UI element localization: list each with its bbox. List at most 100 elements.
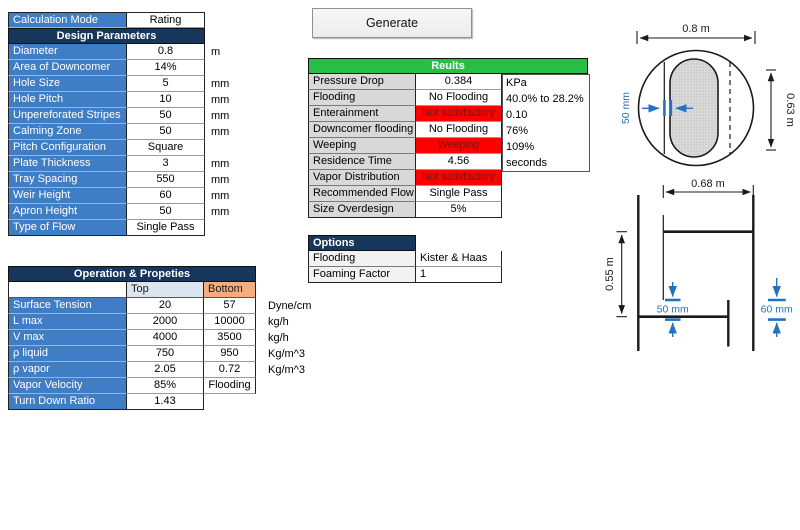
table-row: Pitch Configuration Square: [8, 140, 205, 156]
result-value-cell[interactable]: Not satisfactory: [416, 170, 502, 186]
unit-label: 40.0% to 28.2%: [506, 93, 584, 105]
value-cell-bottom[interactable]: Flooding: [204, 378, 256, 394]
table-row: Recommended Flow Single Pass: [308, 186, 502, 202]
value-cell-bottom[interactable]: 3500: [204, 330, 256, 346]
table-row: L max 2000 10000 kg/h: [8, 314, 289, 330]
table-row: Plate Thickness 3 mm: [8, 156, 229, 172]
table-row: Surface Tension 20 57 Dyne/cm: [8, 298, 311, 314]
option-value-cell[interactable]: 1: [416, 267, 502, 283]
row-label: Diameter: [8, 44, 127, 60]
value-cell-top[interactable]: 2.05: [127, 362, 204, 378]
value-cell-top[interactable]: 750: [127, 346, 204, 362]
unit-label: mm: [211, 126, 230, 138]
value-cell[interactable]: 50: [127, 204, 205, 220]
row-label: Tray Spacing: [8, 172, 127, 188]
value-cell[interactable]: 14%: [127, 60, 205, 76]
table-row: ρ vapor 2.05 0.72 Kg/m^3: [8, 362, 305, 378]
unit-label: 0.10: [506, 109, 528, 121]
value-cell-top[interactable]: 20: [127, 298, 204, 314]
unit-label: mm: [211, 158, 230, 170]
table-row: Tray Spacing 550 mm: [8, 172, 229, 188]
value-cell-bottom[interactable]: 0.72: [204, 362, 256, 378]
table-row: Downcomer flooding No Flooding: [308, 122, 502, 138]
table-row: ρ liquid 750 950 Kg/m^3: [8, 346, 305, 362]
row-label: Size Overdesign: [308, 202, 416, 218]
section-header: Design Parameters: [8, 28, 205, 44]
value-cell[interactable]: 50: [127, 108, 205, 124]
table-row: Hole Pitch 10 mm: [8, 92, 229, 108]
unit-label: mm: [211, 190, 230, 202]
table-row: V max 4000 3500 kg/h: [8, 330, 289, 346]
table-row: Enterainment Not satisfactory: [308, 106, 502, 122]
value-cell-top[interactable]: 85%: [127, 378, 204, 394]
result-value-cell[interactable]: Not satisfactory: [416, 106, 502, 122]
option-value-cell[interactable]: Kister & Haas: [416, 251, 502, 267]
active-length-dimension-label: 0.68 m: [691, 178, 725, 190]
result-value-cell[interactable]: 4.56: [416, 154, 502, 170]
operation-properties-table: Operation & Propeties Top Bottom Surface T…: [8, 266, 311, 410]
unit-label: mm: [211, 94, 230, 106]
design-parameters-table: Calculation Mode Rating Design Parameters D…: [8, 12, 229, 236]
value-cell-top[interactable]: 2000: [127, 314, 204, 330]
tray-top-view-diagram: 0.8 m 50 mm 0.63 m: [620, 23, 796, 167]
value-cell-top[interactable]: 1.43: [127, 394, 204, 410]
table-row: Top Bottom: [8, 282, 256, 298]
value-cell[interactable]: Square: [127, 140, 205, 156]
value-cell-top[interactable]: 4000: [127, 330, 204, 346]
table-row: Area of Downcomer 14%: [8, 60, 205, 76]
value-cell[interactable]: 0.8: [127, 44, 205, 60]
column-header-top: Top: [127, 282, 204, 298]
row-label: Foaming Factor: [308, 267, 416, 283]
value-cell[interactable]: 10: [127, 92, 205, 108]
result-value-cell[interactable]: 5%: [416, 202, 502, 218]
row-label: V max: [8, 330, 127, 346]
result-value-cell[interactable]: No Flooding: [416, 90, 502, 106]
generate-button[interactable]: Generate: [312, 8, 472, 38]
result-value-cell[interactable]: 0.384: [416, 74, 502, 90]
value-cell-bottom[interactable]: 10000: [204, 314, 256, 330]
result-value-cell[interactable]: Single Pass: [416, 186, 502, 202]
unit-label: mm: [211, 78, 230, 90]
table-row: Weir Height 60 mm: [8, 188, 229, 204]
value-cell[interactable]: 550: [127, 172, 205, 188]
row-label: Vapor Distribution: [308, 170, 416, 186]
row-label: Hole Size: [8, 76, 127, 92]
results-units-box: KPa 40.0% to 28.2% 0.10 76% 109% seconds: [502, 74, 590, 172]
results-header: Reults: [308, 58, 588, 74]
value-cell[interactable]: Single Pass: [127, 220, 205, 236]
value-cell[interactable]: 50: [127, 124, 205, 140]
value-cell-bottom[interactable]: 950: [204, 346, 256, 362]
table-row: Design Parameters: [8, 28, 205, 44]
table-row: Flooding No Flooding: [308, 90, 502, 106]
weir-height-dimension-label: 60 mm: [761, 304, 793, 316]
options-header: Options: [308, 235, 416, 251]
unit-label: mm: [211, 206, 230, 218]
value-cell-bottom[interactable]: 57: [204, 298, 256, 314]
row-label: Type of Flow: [8, 220, 127, 236]
row-label: Calming Zone: [8, 124, 127, 140]
apron-clearance-dimension-label: 50 mm: [657, 304, 689, 316]
result-value-cell[interactable]: Weeping: [416, 138, 502, 154]
row-label: Flooding: [308, 90, 416, 106]
row-label: Area of Downcomer: [8, 60, 127, 76]
value-cell[interactable]: 5: [127, 76, 205, 92]
table-row: Unpereforated Stripes 50 mm: [8, 108, 229, 124]
table-row: Options: [308, 235, 502, 251]
unit-label: Kg/m^3: [268, 364, 305, 376]
table-row: Pressure Drop 0.384: [308, 74, 502, 90]
empty-cell: [204, 394, 256, 410]
value-cell[interactable]: 60: [127, 188, 205, 204]
unit-label: mm: [211, 174, 230, 186]
result-value-cell[interactable]: No Flooding: [416, 122, 502, 138]
row-label: Flooding: [308, 251, 416, 267]
value-cell[interactable]: Rating: [127, 12, 205, 28]
row-label: Unpereforated Stripes: [8, 108, 127, 124]
value-cell[interactable]: 3: [127, 156, 205, 172]
unit-label: KPa: [506, 77, 527, 89]
empty-cell: [8, 282, 127, 298]
options-table: Options Flooding Kister & Haas Foaming Fac…: [308, 235, 502, 283]
table-row: Vapor Distribution Not satisfactory: [308, 170, 502, 186]
row-label: Recommended Flow: [308, 186, 416, 202]
table-row: Operation & Propeties: [8, 266, 256, 282]
